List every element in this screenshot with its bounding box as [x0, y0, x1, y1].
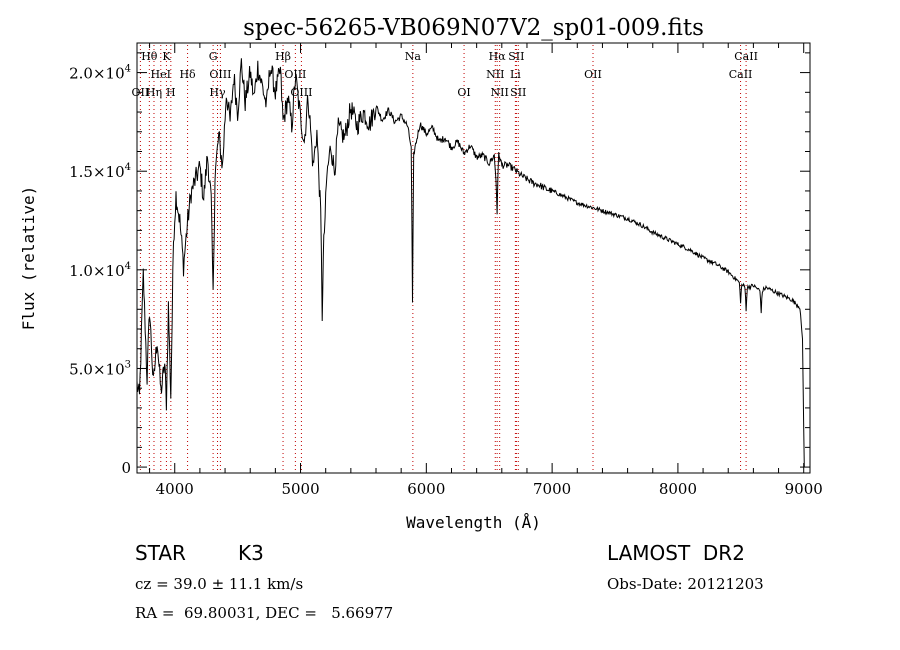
- y-tick-exponent: 3: [125, 359, 131, 370]
- x-tick-label: 7000: [533, 480, 571, 498]
- chart-title: spec-56265-VB069N07V2_sp01-009.fits: [243, 15, 704, 41]
- marker-label: CaII: [734, 50, 758, 63]
- redshift-label: cz = 39.0 ± 11.1 km/s: [135, 575, 304, 593]
- marker-label: Hη: [146, 86, 162, 99]
- y-tick-base: 1.5×10: [69, 163, 125, 181]
- marker-label: SII: [508, 50, 524, 63]
- marker-label: Hβ: [275, 50, 291, 63]
- y-tick-label: 1.5×104: [69, 162, 131, 181]
- coords-label: RA = 69.80031, DEC = 5.66977: [135, 604, 394, 622]
- marker-label: Hδ: [179, 68, 196, 81]
- object-type-label: STAR: [135, 541, 186, 565]
- marker-label: SII: [510, 86, 526, 99]
- plot-frame: [136, 42, 811, 474]
- x-axis-ticks: 4000 5000 6000 7000 8000 9000: [149, 43, 823, 498]
- y-tick-label: 2.0×104: [69, 64, 131, 83]
- x-tick-label: 8000: [659, 480, 697, 498]
- marker-label: NII: [486, 68, 504, 81]
- y-tick-exponent: 4: [125, 261, 131, 272]
- marker-label: NII: [491, 86, 509, 99]
- marker-label: Hγ: [209, 86, 226, 99]
- marker-label: Hθ: [141, 50, 158, 63]
- marker-label: OIII: [284, 68, 306, 81]
- subclass-label: K3: [238, 541, 264, 565]
- survey-label: LAMOST DR2: [607, 541, 745, 565]
- marker-label: OIII: [290, 86, 312, 99]
- y-axis-label: Flux (relative): [19, 186, 38, 331]
- marker-label: OII: [584, 68, 602, 81]
- marker-label: G: [209, 50, 218, 63]
- marker-label: CaII: [729, 68, 753, 81]
- x-tick-label: 6000: [407, 480, 445, 498]
- marker-label: Li: [510, 68, 521, 81]
- x-tick-label: 9000: [785, 480, 823, 498]
- y-tick-base: 1.0×10: [69, 262, 125, 280]
- marker-label: OIII: [209, 68, 231, 81]
- y-tick-exponent: 4: [125, 162, 131, 173]
- obs-date-label: Obs-Date: 20121203: [607, 575, 764, 593]
- x-tick-label: 4000: [156, 480, 194, 498]
- marker-label: Hα: [489, 50, 507, 63]
- y-tick-exponent: 4: [125, 64, 131, 75]
- y-tick-label: 1.0×104: [69, 261, 131, 280]
- marker-label: HeI: [151, 68, 171, 81]
- y-tick-base: 0: [121, 459, 131, 477]
- y-tick-base: 5.0×10: [69, 360, 125, 378]
- marker-label: H: [166, 86, 176, 99]
- y-tick-label: 0: [121, 459, 131, 477]
- spectrum-line: [136, 58, 805, 468]
- x-axis-label: Wavelength (Å): [406, 513, 541, 532]
- marker-label: Na: [405, 50, 422, 63]
- x-tick-label: 5000: [281, 480, 319, 498]
- y-tick-base: 2.0×10: [69, 65, 125, 83]
- y-tick-label: 5.0×103: [69, 359, 131, 378]
- marker-label: OI: [457, 86, 470, 99]
- marker-label: K: [162, 50, 171, 63]
